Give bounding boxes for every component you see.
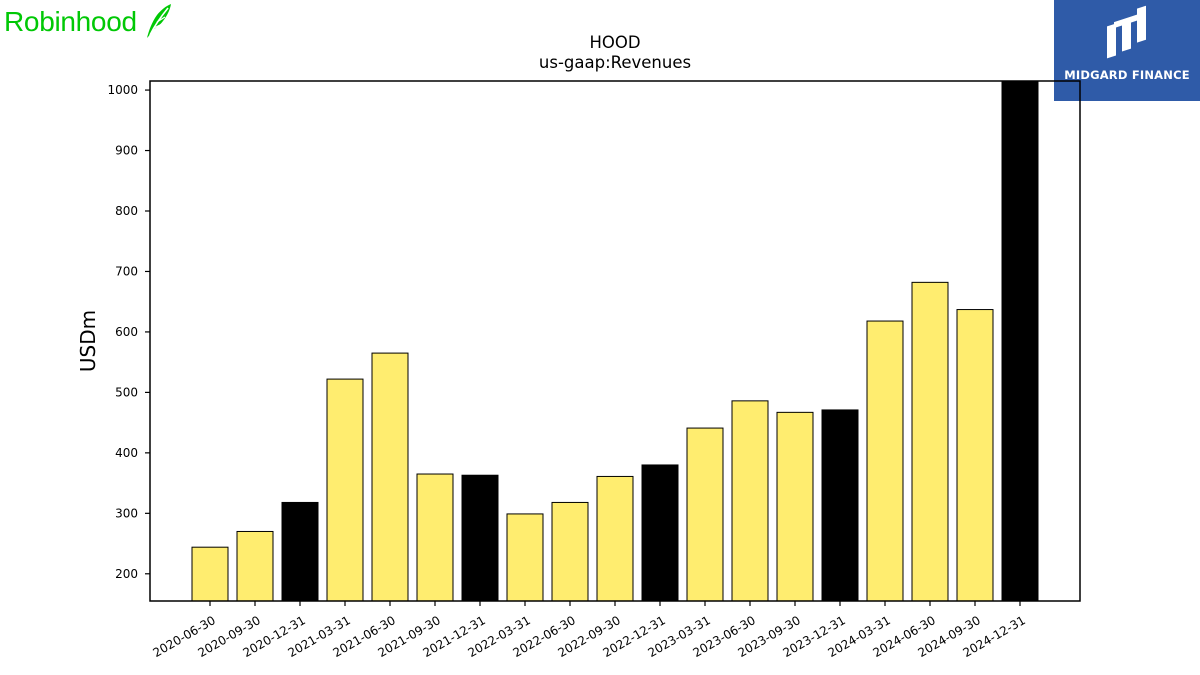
bar-2023-03-31 [686,427,724,602]
bar-2021-03-31 [326,378,364,602]
bar-2020-09-30 [236,530,274,602]
bar-2023-09-30 [776,411,814,602]
bar-2020-12-31 [281,501,319,602]
bar-2024-03-31 [866,320,904,602]
partner-name: MIDGARD FINANCE [1064,68,1190,82]
midgard-finance-logo: MIDGARD FINANCE [1054,0,1200,101]
bar-2022-03-31 [506,513,544,602]
bar-2022-06-30 [551,501,589,602]
bar-2021-09-30 [416,473,454,602]
bar-2020-06-30 [191,546,229,602]
bar-2021-06-30 [371,352,409,602]
plot-frame [149,80,1081,602]
midgard-logo-icon [1107,5,1146,59]
chart-subtitle: us-gaap:Revenues [539,53,691,72]
y-tick-label: 600 [115,325,138,339]
bar-2021-12-31 [461,474,499,602]
y-tick-label: 700 [115,264,138,278]
y-tick-label: 300 [115,506,138,520]
bar-2022-09-30 [596,475,634,602]
y-tick-label: 400 [115,446,138,460]
robinhood-logo: Robinhood [4,2,173,42]
y-tick-label: 1000 [107,83,138,97]
bar-2022-12-31 [641,464,679,602]
bar-2024-12-31 [1001,81,1039,602]
chart-title: HOOD [589,33,640,52]
y-tick-label: 800 [115,204,138,218]
bar-2024-06-30 [911,281,949,602]
y-tick-label: 500 [115,385,138,399]
bar-2023-12-31 [821,409,859,602]
y-tick-label: 900 [115,144,138,158]
bars-group [191,81,1039,602]
y-axis-label: USDm [76,310,100,372]
bar-2024-09-30 [956,309,994,602]
brand-name: Robinhood [4,6,137,37]
y-tick-label: 200 [115,567,138,581]
bar-2023-06-30 [731,400,769,602]
y-axis: 200 300 400 500 600 700 800 900 1000 [107,83,150,581]
x-axis: 2020-06-302020-09-302020-12-312021-03-31… [150,601,1028,660]
feather-icon [146,4,171,38]
